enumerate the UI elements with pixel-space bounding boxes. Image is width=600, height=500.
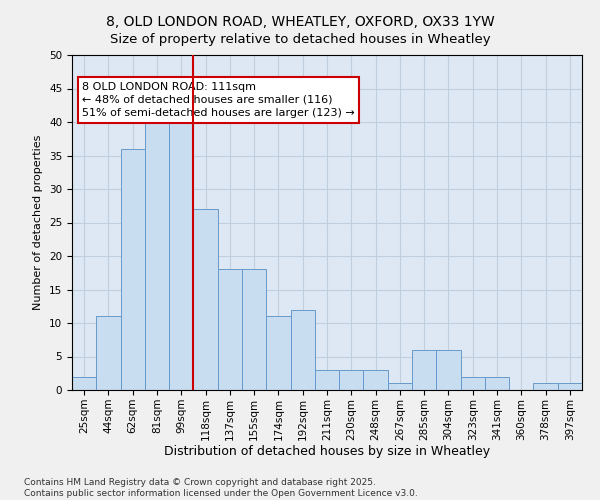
Bar (121, 149, 145, 390)
Text: Contains HM Land Registry data © Crown copyright and database right 2025.
Contai: Contains HM Land Registry data © Crown c… (24, 478, 418, 498)
Bar (485, 376, 509, 390)
Bar (242, 270, 266, 390)
Bar (364, 370, 388, 390)
Bar (290, 310, 315, 390)
Bar (169, 108, 193, 390)
Bar (461, 376, 485, 390)
Bar (412, 350, 436, 390)
X-axis label: Distribution of detached houses by size in Wheatley: Distribution of detached houses by size … (164, 446, 490, 458)
Text: 8 OLD LONDON ROAD: 111sqm
← 48% of detached houses are smaller (116)
51% of semi: 8 OLD LONDON ROAD: 111sqm ← 48% of detac… (82, 82, 355, 118)
Y-axis label: Number of detached properties: Number of detached properties (34, 135, 43, 310)
Bar (315, 370, 339, 390)
Bar (339, 370, 364, 390)
Bar (266, 316, 290, 390)
Bar (218, 270, 242, 390)
Bar (436, 350, 461, 390)
Bar (533, 384, 558, 390)
Bar (96, 316, 121, 390)
Bar (145, 108, 169, 390)
Bar (558, 384, 582, 390)
Text: 8, OLD LONDON ROAD, WHEATLEY, OXFORD, OX33 1YW: 8, OLD LONDON ROAD, WHEATLEY, OXFORD, OX… (106, 15, 494, 29)
Text: Size of property relative to detached houses in Wheatley: Size of property relative to detached ho… (110, 32, 490, 46)
Bar (72, 376, 96, 390)
Bar (193, 209, 218, 390)
Bar (388, 384, 412, 390)
